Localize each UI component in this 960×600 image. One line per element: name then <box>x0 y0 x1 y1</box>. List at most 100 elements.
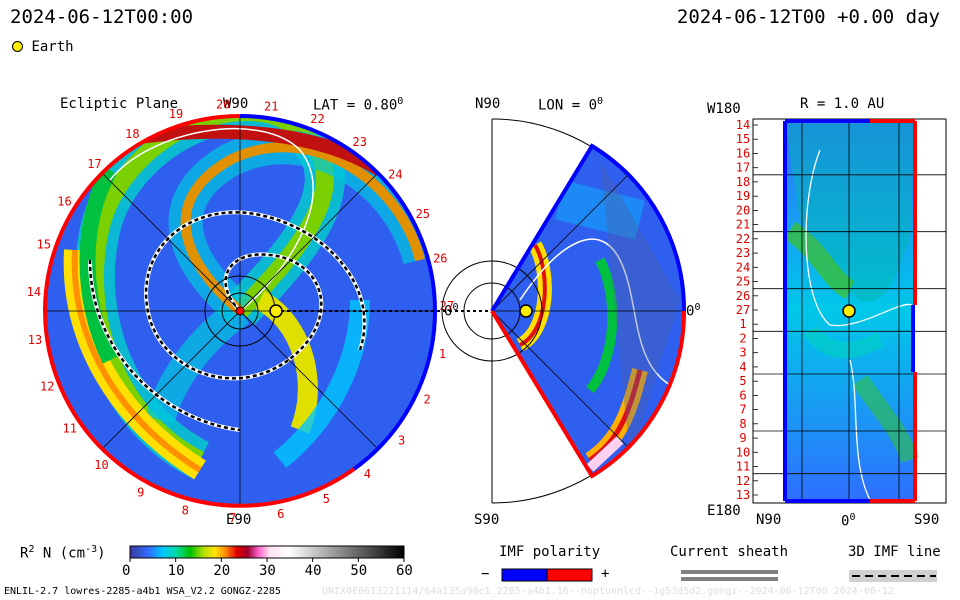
ecliptic-top-label: W90 <box>223 96 249 112</box>
colorbar-tick-label: 0 <box>122 563 131 579</box>
sphere-row-label: 15 <box>736 132 750 146</box>
ecliptic-right-label: 00 <box>444 302 459 320</box>
sphere-row-labels: 1415161718192021222324252627123456789101… <box>736 118 750 502</box>
carrington-tick-label: 17 <box>87 157 101 171</box>
carrington-tick-label: 14 <box>27 285 41 299</box>
footer-run-id: UNIX0E0613221114/64a135a90c1_2285-a4b1.1… <box>322 586 894 597</box>
sphere-row-label: 22 <box>736 232 750 246</box>
earth-legend-label: Earth <box>31 39 74 55</box>
carrington-tick-label: 6 <box>277 507 284 521</box>
carrington-tick-label: 16 <box>57 194 71 208</box>
carrington-tick-label: 26 <box>433 252 447 266</box>
sphere-left-bottom-label: E180 <box>707 503 741 519</box>
meridional-rim-positive <box>490 309 687 479</box>
colorbar-tick-label: 10 <box>167 563 185 579</box>
meridional-lon-label: LON = 00 <box>538 96 604 114</box>
sphere-row-label: 20 <box>736 203 750 217</box>
earth-marker-icon <box>12 41 23 52</box>
colorbar-tick-label: 50 <box>350 563 368 579</box>
current-sheath-title: Current sheath <box>670 544 789 560</box>
carrington-tick-label: 2 <box>423 393 430 407</box>
colorbar-label: R2 N (cm-3) <box>20 544 106 562</box>
density-colorbar <box>129 545 405 562</box>
carrington-tick-label: 22 <box>310 112 324 126</box>
ecliptic-rim-positive <box>42 114 356 508</box>
carrington-tick-label: 3 <box>398 433 405 447</box>
sphere-row-label: 23 <box>736 246 750 260</box>
sphere-row-label: 14 <box>736 118 750 132</box>
sphere-row-label: 25 <box>736 275 750 289</box>
earth-marker-meridional-icon <box>519 304 533 318</box>
imf-negative-swatch <box>501 568 548 582</box>
sphere-left-top-label: W180 <box>707 101 741 117</box>
sphere-row-label: 6 <box>739 388 746 402</box>
ecliptic-plane-panel: 20 21222324252627123456789101112131415161… <box>27 98 490 525</box>
meridional-rim-negative <box>490 143 687 313</box>
sphere-row-label: 1 <box>739 317 746 331</box>
header-time-left: 2024-06-12T00:00 <box>10 6 194 28</box>
sphere-row-label: 24 <box>736 260 750 274</box>
carrington-tick-label: 11 <box>62 422 76 436</box>
sphere-bottom-mid-label: 00 <box>841 512 856 530</box>
sphere-row-label: 2 <box>739 332 746 346</box>
sphere-row-label: 26 <box>736 289 750 303</box>
sphere-row-label: 27 <box>736 303 750 317</box>
imf-line-legend <box>849 570 937 582</box>
meridional-bottom-label: S90 <box>474 512 500 528</box>
colorbar-tick-label: 20 <box>213 563 231 579</box>
sphere-bottom-right-label: S90 <box>914 512 940 528</box>
carrington-tick-label: 8 <box>182 504 189 518</box>
carrington-tick-label: 5 <box>323 492 330 506</box>
meridional-plane-panel <box>441 118 687 504</box>
imf-polarity-legend <box>501 568 593 582</box>
sphere-row-label: 21 <box>736 218 750 232</box>
meridional-right-label: 00 <box>686 302 701 320</box>
carrington-tick-label: 23 <box>352 135 366 149</box>
sphere-row-label: 7 <box>739 403 746 417</box>
sphere-row-label: 12 <box>736 474 750 488</box>
imf-polarity-plus: + <box>601 566 610 582</box>
carrington-tick-label: 15 <box>37 238 51 252</box>
carrington-tick-label: 9 <box>137 486 144 500</box>
density-spiral-arms <box>63 116 435 480</box>
earth-marker-sphere-icon <box>842 304 856 318</box>
sphere-row-label: 8 <box>739 417 746 431</box>
carrington-tick-label: 20 <box>216 98 230 112</box>
sphere-row-label: 18 <box>736 175 750 189</box>
sphere-r-label: R = 1.0 AU <box>800 96 885 112</box>
sphere-row-label: 5 <box>739 374 746 388</box>
colorbar-scale <box>129 545 405 559</box>
meridional-top-label: N90 <box>475 96 501 112</box>
carrington-tick-label: 7 <box>229 511 236 525</box>
sphere-row-label: 16 <box>736 147 750 161</box>
sphere-row-label: 19 <box>736 189 750 203</box>
imf-line-title: 3D IMF line <box>848 544 941 560</box>
carrington-tick-label: 10 <box>94 458 108 472</box>
carrington-tick-label: 4 <box>364 467 371 481</box>
carrington-tick-label: 27 <box>440 299 454 313</box>
carrington-tick-label: 19 <box>169 107 183 121</box>
sphere-bottom-left-label: N90 <box>756 512 782 528</box>
ecliptic-rim-negative <box>239 114 438 471</box>
ecliptic-bottom-label: E90 <box>226 512 252 528</box>
sphere-row-label: 3 <box>739 346 746 360</box>
colorbar-tick-label: 60 <box>396 563 413 579</box>
sphere-row-label: 11 <box>736 460 750 474</box>
carrington-tick-label: 25 <box>416 207 430 221</box>
earth-legend: Earth <box>12 39 74 55</box>
ecliptic-lat-label: LAT = 0.800 <box>313 96 404 114</box>
sphere-row-label: 10 <box>736 445 750 459</box>
imf-polarity-title: IMF polarity <box>499 544 601 560</box>
sphere-row-label: 17 <box>736 161 750 175</box>
imf-polarity-minus: − <box>481 566 490 582</box>
sun-marker-icon <box>235 306 245 316</box>
carrington-tick-label: 18 <box>125 127 139 141</box>
meridional-density-structures <box>516 160 680 472</box>
carrington-tick-label: 21 <box>264 99 278 113</box>
earth-marker-ecliptic-icon <box>269 304 283 318</box>
sphere-row-label: 4 <box>739 360 746 374</box>
carrington-longitude-ticks: 20 21222324252627123456789101112131415161… <box>27 98 454 525</box>
colorbar-tick-label: 30 <box>259 563 276 579</box>
current-sheath-legend <box>681 570 778 581</box>
